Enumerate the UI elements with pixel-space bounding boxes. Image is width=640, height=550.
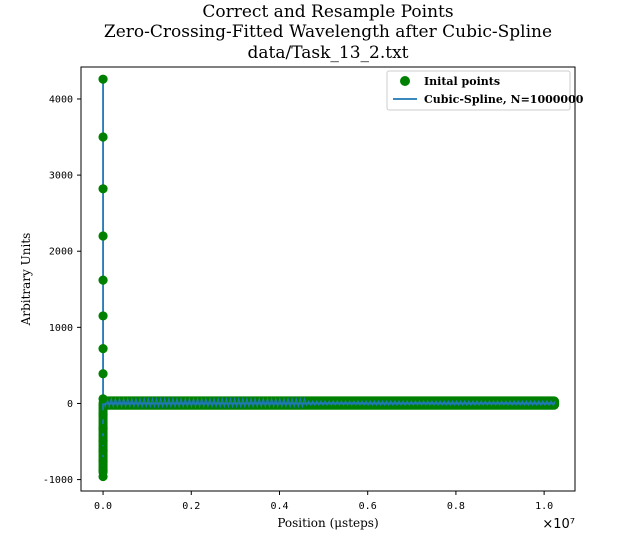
initial-point [98, 423, 108, 434]
initial-point [98, 471, 108, 482]
initial-point [98, 369, 108, 379]
y-axis-label: Arbitrary Units [19, 233, 33, 327]
chart-title-line-2: Zero-Crossing-Fitted Wavelength after Cu… [104, 22, 552, 42]
chart-title-line-3: data/Task_13_2.txt [248, 43, 409, 63]
plot-frame [80, 66, 576, 492]
y-tick-label: 2000 [49, 247, 73, 258]
x-axis-label: Position (μsteps) [277, 516, 378, 530]
legend-box [386, 70, 571, 111]
initial-point [98, 344, 108, 354]
legend-marker-initial-points [400, 76, 410, 86]
y-tick-label: 3000 [49, 171, 73, 182]
x-axis-ticks: 0.0 0.2 0.4 0.6 0.8 1.0 [94, 491, 553, 512]
initial-point [98, 394, 108, 404]
initial-point [98, 436, 108, 446]
x-tick-label: 1.0 [535, 501, 553, 512]
initial-point [98, 410, 108, 420]
y-tick-label: 4000 [49, 94, 73, 105]
x-tick-label: 0.0 [94, 501, 112, 512]
x-tick-label: 0.6 [359, 501, 377, 512]
x-axis-offset-label: ×10⁷ [542, 517, 575, 532]
legend-label-initial-points: Inital points [424, 75, 500, 88]
initial-point [98, 311, 108, 321]
x-tick-label: 0.8 [447, 501, 465, 512]
legend-label-spline: Cubic-Spline, N=1000000 [424, 93, 584, 106]
x-tick-label: 0.2 [182, 501, 200, 512]
initial-point [98, 231, 108, 241]
initial-point [98, 184, 108, 194]
initial-point [98, 456, 108, 466]
legend: Inital points Cubic-Spline, N=1000000 [386, 70, 584, 111]
initial-point [98, 132, 108, 142]
y-tick-label: 1000 [49, 323, 73, 334]
plot-data [98, 74, 560, 482]
x-tick-label: 0.4 [270, 501, 288, 512]
y-axis-ticks: -1000 0 1000 2000 3000 4000 [43, 94, 81, 486]
chart-title-line-1: Correct and Resample Points [202, 2, 453, 22]
y-tick-label: -1000 [43, 475, 73, 486]
initial-point [98, 275, 108, 285]
y-tick-label: 0 [67, 399, 73, 410]
initial-point [98, 74, 108, 84]
initial-point [98, 446, 108, 456]
